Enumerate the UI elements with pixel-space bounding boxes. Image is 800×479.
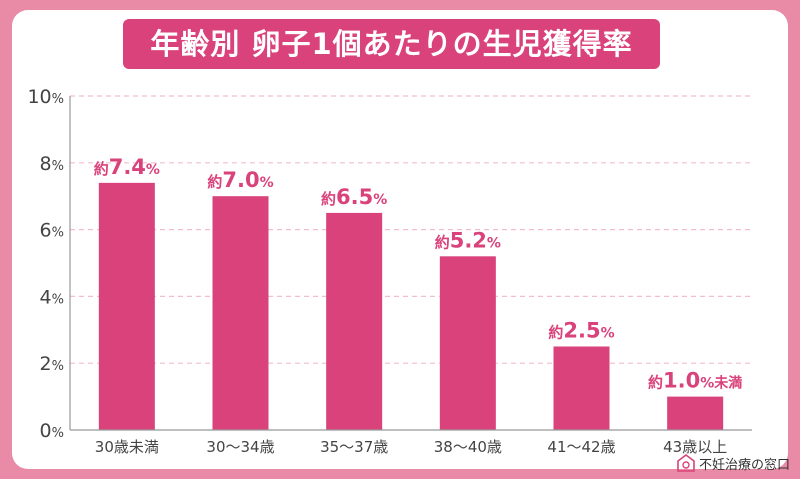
data-label: 約7.4% <box>94 155 160 179</box>
y-tick-label: 2% <box>40 353 64 375</box>
y-tick-label: 6% <box>40 220 64 242</box>
chart-title: 年齢別 卵子1個あたりの生児獲得率 <box>123 19 660 69</box>
bar <box>326 212 383 430</box>
bars <box>98 182 724 430</box>
y-tick-label: 10% <box>27 86 64 108</box>
data-labels: 約7.4% 約7.0% 約6.5% 約5.2% 約2.5% 約1.0%未満 <box>94 155 743 393</box>
brand-name: 不妊治療の窓口 <box>698 457 790 473</box>
y-tick-label: 0% <box>40 420 64 442</box>
y-tick-label: 4% <box>40 286 64 308</box>
data-label: 約6.5% <box>321 185 387 209</box>
x-axis-ticks: 30歳未満 30～34歳 35～37歳 38～40歳 41～42歳 43歳以上 <box>95 438 727 456</box>
data-label: 約5.2% <box>435 228 501 252</box>
brand: 不妊治療の窓口 <box>677 453 790 473</box>
x-tick-label: 30歳未満 <box>95 438 159 456</box>
house-logo-icon <box>677 454 695 472</box>
x-tick-label: 43歳以上 <box>663 438 727 456</box>
y-axis-ticks: 0% 2% 4% 6% 8% 10% <box>27 86 64 442</box>
x-tick-label: 35～37歳 <box>320 438 388 456</box>
bar <box>212 196 269 430</box>
x-tick-label: 30～34歳 <box>206 438 274 456</box>
data-label: 約2.5% <box>548 319 614 343</box>
bar <box>439 256 496 430</box>
bar <box>98 182 155 430</box>
bar <box>553 346 610 430</box>
data-label: 約7.0% <box>207 168 273 192</box>
grid-lines <box>70 95 752 364</box>
data-label: 約1.0%未満 <box>648 369 742 393</box>
x-tick-label: 38～40歳 <box>434 438 502 456</box>
bar <box>667 396 724 430</box>
y-tick-label: 8% <box>40 153 64 175</box>
x-tick-label: 41～42歳 <box>547 438 615 456</box>
